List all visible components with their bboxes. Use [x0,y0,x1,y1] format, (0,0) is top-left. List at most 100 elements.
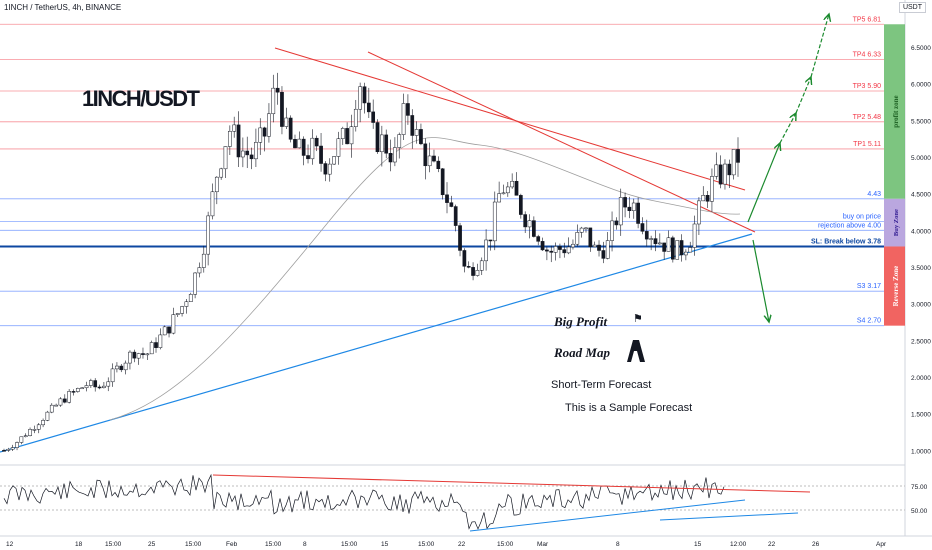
candle-body [679,240,684,256]
price-tick: 4.5000 [911,192,931,199]
candle-body [310,137,315,160]
candle-body [723,163,727,185]
candle-body [62,398,67,403]
resistance-trendline [274,47,746,191]
candle-body [102,385,106,389]
candle-body [727,163,732,176]
candle-body [453,206,458,226]
candle-body [319,145,323,164]
candle-body [280,91,284,127]
candle-body [358,86,362,110]
candle-body [479,260,484,271]
resistance-trendline [367,51,756,233]
candle-body [523,214,528,228]
candle-body [293,139,297,149]
candle-body [610,220,614,241]
candle-body [84,385,89,389]
candle-body [2,450,6,452]
candle-body [232,124,237,132]
candle-body [245,150,250,156]
candle-body [666,237,671,252]
candle-body [675,240,680,260]
candle-body [327,163,332,175]
candle-body [366,102,371,113]
candle-body [54,404,58,407]
candle-body [497,193,501,203]
candle-body [353,108,358,127]
price-tick: 6.0000 [911,82,931,89]
candle-body [419,129,423,145]
time-tick: 15:00 [341,541,358,548]
candle-body [154,342,158,348]
level-label: S4 2.70 [857,318,881,325]
time-tick: 12:00 [730,541,747,548]
candle-body [471,267,475,276]
candle-body [36,424,41,430]
candle-body [536,236,541,242]
time-tick: 15:00 [105,541,122,548]
time-tick: 12 [6,541,14,548]
candle-body [423,143,428,167]
candle-body [623,197,627,208]
profit-zone-label: profit zone [892,95,900,127]
candle-body [41,420,45,426]
candle-body [258,127,263,143]
candle-body [275,87,280,93]
price-tick: 2.5000 [911,338,931,345]
rsi-tick: 75.00 [911,484,928,491]
candle-body [223,146,228,170]
candle-body [67,391,71,403]
candle-body [58,398,63,406]
candle-body [432,155,436,162]
candle-body [484,239,488,262]
forecast-arrow-up [779,113,796,144]
candle-body [180,306,184,314]
candle-body [188,294,193,302]
candle-body [162,326,167,336]
candle-body [662,242,667,252]
candle-body [649,238,653,240]
candle-body [128,351,132,364]
price-tick: 5.0000 [911,155,931,162]
time-tick: Apr [876,541,887,548]
candle-body [336,138,341,157]
time-tick: Feb [226,541,238,548]
candle-body [106,381,111,387]
candle-body [332,156,336,165]
road-icon [627,340,645,362]
candle-body [371,111,376,123]
candle-body [605,240,610,259]
price-tick: 5.5000 [911,118,931,125]
candle-body [597,244,601,251]
candle-body [45,411,50,421]
chart-title: 1INCH / TetherUS, 4h, BINANCE [4,3,122,12]
currency-tag[interactable]: USDT [898,2,926,13]
candle-body [714,164,719,177]
price-tick: 1.0000 [911,448,931,455]
candle-body [184,301,189,307]
candle-body [388,153,393,163]
candle-body [545,249,549,252]
candle-body [340,128,345,139]
candle-body [671,237,675,260]
buy-zone [884,198,905,247]
candle-body [254,142,258,160]
time-tick: Mar [537,541,549,548]
level-label: rejection above 4.00 [818,222,881,229]
candle-body [323,163,328,175]
candle-body [562,249,567,254]
candle-body [710,176,714,202]
level-label: TP4 6.33 [853,51,882,58]
candle-body [640,223,645,232]
price-tick: 3.5000 [911,265,931,272]
support-trendline [0,233,753,453]
candle-body [136,353,141,359]
time-tick: 8 [616,541,620,548]
candle-body [501,192,506,195]
candle-body [462,250,467,267]
candle-body [210,191,215,217]
candle-body [510,180,515,188]
candle-body [32,429,37,431]
big-profit-label: Big Profit [553,314,607,329]
